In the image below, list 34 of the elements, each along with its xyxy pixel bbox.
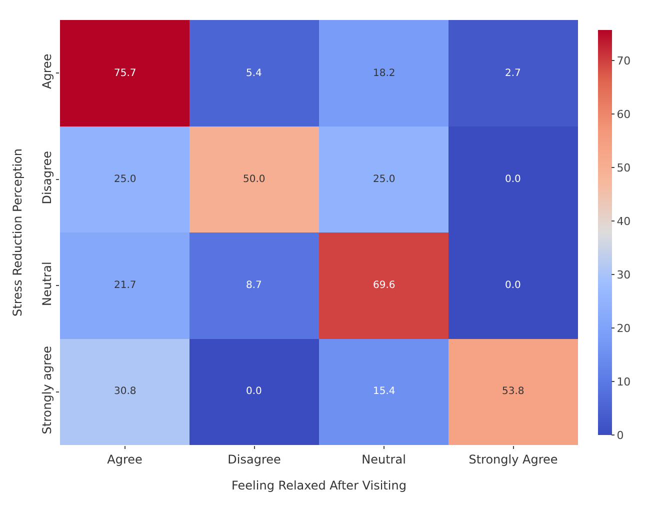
data-label: 75.7	[114, 68, 136, 79]
data-label: 25.0	[373, 174, 396, 185]
color-bar-label: 40	[616, 214, 631, 228]
color-bar-label: 10	[616, 375, 631, 388]
x-tick-label: Strongly Agree	[468, 452, 558, 466]
data-label: 50.0	[243, 174, 266, 185]
y-tick-label: Strongly agree	[40, 346, 54, 434]
data-label: 2.7	[505, 68, 521, 79]
data-label: 0.0	[505, 280, 521, 291]
data-label: 25.0	[114, 174, 136, 185]
data-label: 8.7	[246, 280, 262, 291]
data-label: 5.4	[246, 68, 262, 79]
y-tick-label: Disagree	[40, 150, 54, 204]
data-label: 69.6	[373, 280, 396, 291]
color-bar-label: 60	[616, 108, 631, 121]
y-tick-label: Agree	[40, 54, 54, 89]
color-bar-label: 70	[616, 54, 631, 68]
data-label: 15.4	[373, 386, 396, 397]
y-tick-label: Neutral	[40, 262, 54, 306]
color-bar-label: 20	[616, 322, 631, 335]
data-label: 53.8	[502, 386, 524, 397]
data-label: 0.0	[246, 386, 262, 397]
x-axis-title: Feeling Relaxed After Visiting	[232, 478, 406, 492]
color-bar-label: 30	[616, 268, 631, 282]
color-bar-label: 0	[616, 428, 624, 442]
data-label: 30.8	[114, 386, 136, 397]
data-label: 0.0	[505, 174, 521, 185]
x-tick-label: Agree	[107, 452, 142, 466]
data-label: 18.2	[373, 68, 396, 79]
x-tick-label: Disagree	[228, 452, 281, 466]
color-bar-label: 50	[616, 161, 631, 174]
y-axis-title: Stress Reduction Perception	[10, 148, 24, 316]
data-label: 21.7	[114, 280, 136, 291]
x-tick-label: Neutral	[362, 452, 406, 466]
